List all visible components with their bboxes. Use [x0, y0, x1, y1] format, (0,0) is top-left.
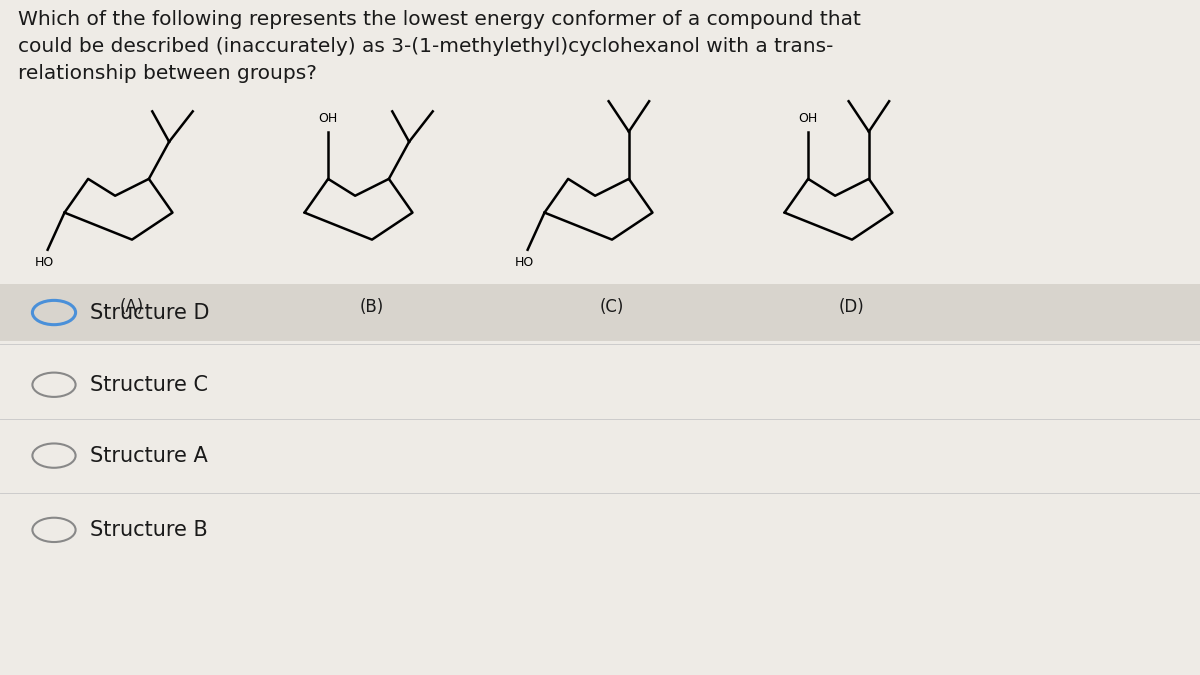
Text: could be described (inaccurately) as 3-(1-methylethyl)cyclohexanol with a trans-: could be described (inaccurately) as 3-(… — [18, 37, 833, 56]
Text: Structure B: Structure B — [90, 520, 208, 540]
Text: (C): (C) — [600, 298, 624, 316]
Text: (B): (B) — [360, 298, 384, 316]
Text: Structure A: Structure A — [90, 446, 208, 466]
Bar — [0, 284, 1200, 341]
Text: OH: OH — [798, 112, 817, 125]
Text: Structure D: Structure D — [90, 302, 210, 323]
Text: Which of the following represents the lowest energy conformer of a compound that: Which of the following represents the lo… — [18, 10, 860, 29]
Text: (D): (D) — [839, 298, 865, 316]
Text: HO: HO — [35, 256, 54, 269]
Text: Structure C: Structure C — [90, 375, 208, 395]
Text: OH: OH — [318, 112, 337, 125]
Text: relationship between groups?: relationship between groups? — [18, 64, 317, 83]
Text: HO: HO — [515, 256, 534, 269]
Text: (A): (A) — [120, 298, 144, 316]
